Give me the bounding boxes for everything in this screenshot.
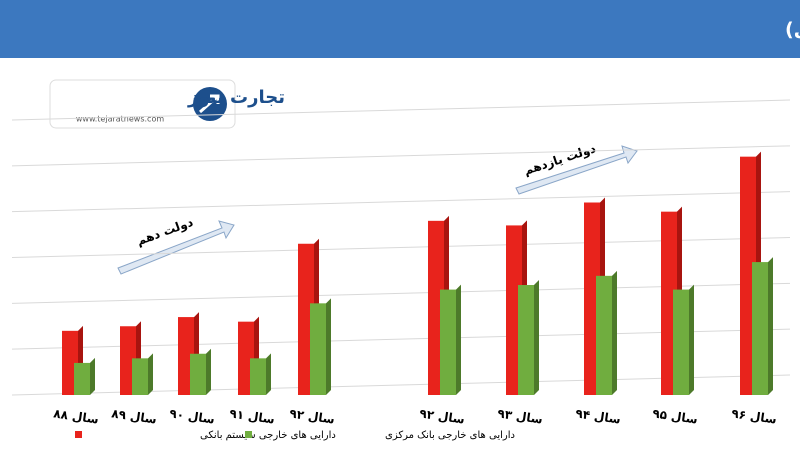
annotation-2: دولت یازدهم — [515, 141, 638, 195]
bar-side — [768, 257, 773, 395]
bar-side — [206, 348, 211, 395]
annotation: دولت یازدهم — [522, 141, 598, 178]
logo-text: تجارت نیوز — [187, 87, 285, 108]
arrow — [515, 145, 638, 195]
bar — [673, 289, 689, 395]
x-tick-label: سال ۸۸ — [53, 406, 100, 426]
x-tick-label: سال ۹۶ — [731, 406, 778, 426]
legend-swatch — [75, 431, 82, 438]
grid-line — [11, 282, 791, 304]
x-tick-label: سال ۸۹ — [111, 406, 158, 426]
bar — [752, 262, 768, 395]
header-bar — [0, 0, 800, 58]
x-tick-label: سال ۹۵ — [652, 406, 699, 426]
bar-side — [456, 284, 461, 395]
logo-url: www.tejaratnews.com — [76, 115, 164, 124]
grid-line — [11, 99, 791, 121]
legend-swatch — [245, 431, 252, 438]
x-tick-label: سال ۹۳ — [497, 406, 544, 426]
x-tick-label: سال ۹۱ — [229, 406, 276, 426]
logo-arrow — [199, 94, 220, 114]
bar-side — [148, 353, 153, 395]
bar-side — [612, 270, 617, 395]
x-tick-label: سال ۹۲ — [289, 406, 336, 426]
bar — [74, 362, 90, 395]
bar — [190, 353, 206, 395]
bar — [518, 285, 534, 395]
bar — [250, 358, 266, 395]
bar-side — [534, 280, 539, 395]
bar-side — [326, 298, 331, 395]
bar — [596, 275, 612, 395]
bar-side — [90, 357, 95, 395]
bar-side — [689, 284, 694, 395]
grid-line — [11, 145, 791, 167]
logo-box — [49, 79, 236, 129]
x-tick-label: سال ۹۰ — [169, 406, 216, 426]
logo: تجارت نیوز www.tejaratnews.com — [49, 79, 285, 129]
bar-side — [266, 353, 271, 395]
chart-title: دارایی‌های خارجی سیستم بانکی و بانک مرکز… — [785, 19, 800, 41]
grid-line — [11, 328, 791, 350]
annotation-1: دولت دهم — [117, 215, 235, 275]
bar — [310, 303, 326, 395]
legend-label: دارایی های خارجی بانک مرکزی — [385, 430, 515, 441]
x-tick-label: سال ۹۲ — [419, 406, 466, 426]
bar — [440, 289, 456, 395]
legend-label: دارایی های خارجی سیستم بانکی — [200, 430, 336, 441]
bar — [132, 358, 148, 395]
grid-line — [11, 191, 791, 213]
grid-line — [11, 237, 791, 258]
x-tick-label: سال ۹۴ — [575, 406, 622, 426]
arrow — [117, 220, 235, 275]
